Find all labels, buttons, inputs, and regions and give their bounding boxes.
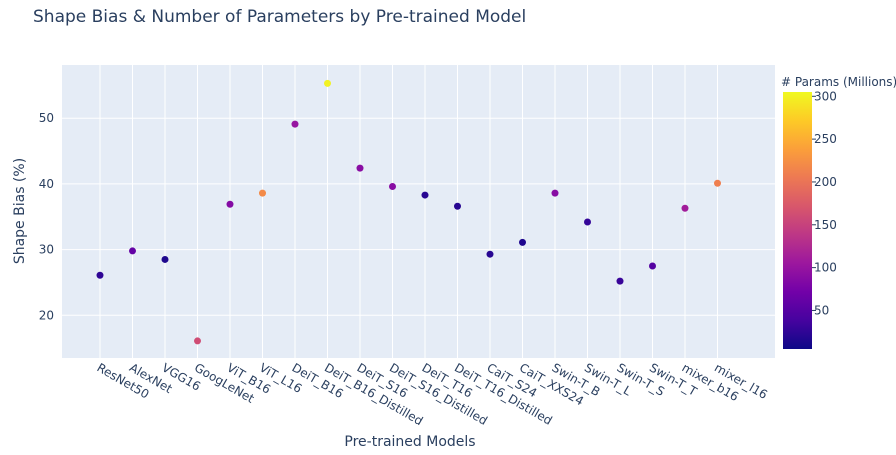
y-tick-label: 40 [39, 177, 54, 191]
point [96, 271, 104, 279]
point [519, 238, 526, 246]
point [649, 262, 656, 270]
colorbar-tick-label: 150 [814, 218, 837, 232]
plot-area [62, 65, 775, 358]
y-tick-label: 50 [39, 111, 54, 125]
colorbar-tick-label: 100 [814, 261, 837, 275]
colorbar [783, 92, 812, 349]
point [551, 189, 559, 197]
colorbar-tick-label: 250 [814, 132, 837, 146]
point [454, 202, 461, 210]
point [226, 200, 234, 208]
y-tick-label: 30 [39, 243, 54, 257]
point [161, 255, 169, 263]
point [291, 120, 299, 128]
point [194, 337, 201, 345]
point [681, 204, 689, 212]
point [714, 179, 721, 187]
point [486, 250, 494, 258]
point [584, 218, 591, 226]
x-axis-title: Pre-trained Models [344, 434, 475, 450]
colorbar-tick-label: 200 [814, 175, 837, 189]
point [389, 183, 396, 191]
point [356, 164, 364, 172]
point [616, 277, 624, 285]
point [129, 247, 136, 255]
colorbar-tick-label: 50 [814, 303, 829, 317]
chart-title: Shape Bias & Number of Parameters by Pre… [33, 7, 526, 27]
colorbar-title: # Params (Millions) [781, 75, 896, 89]
point [421, 191, 429, 199]
point [324, 79, 331, 87]
colorbar-tick-label: 300 [814, 89, 837, 103]
point [259, 189, 266, 197]
y-axis-title: Shape Bias (%) [12, 158, 28, 264]
y-tick-label: 20 [39, 308, 54, 322]
